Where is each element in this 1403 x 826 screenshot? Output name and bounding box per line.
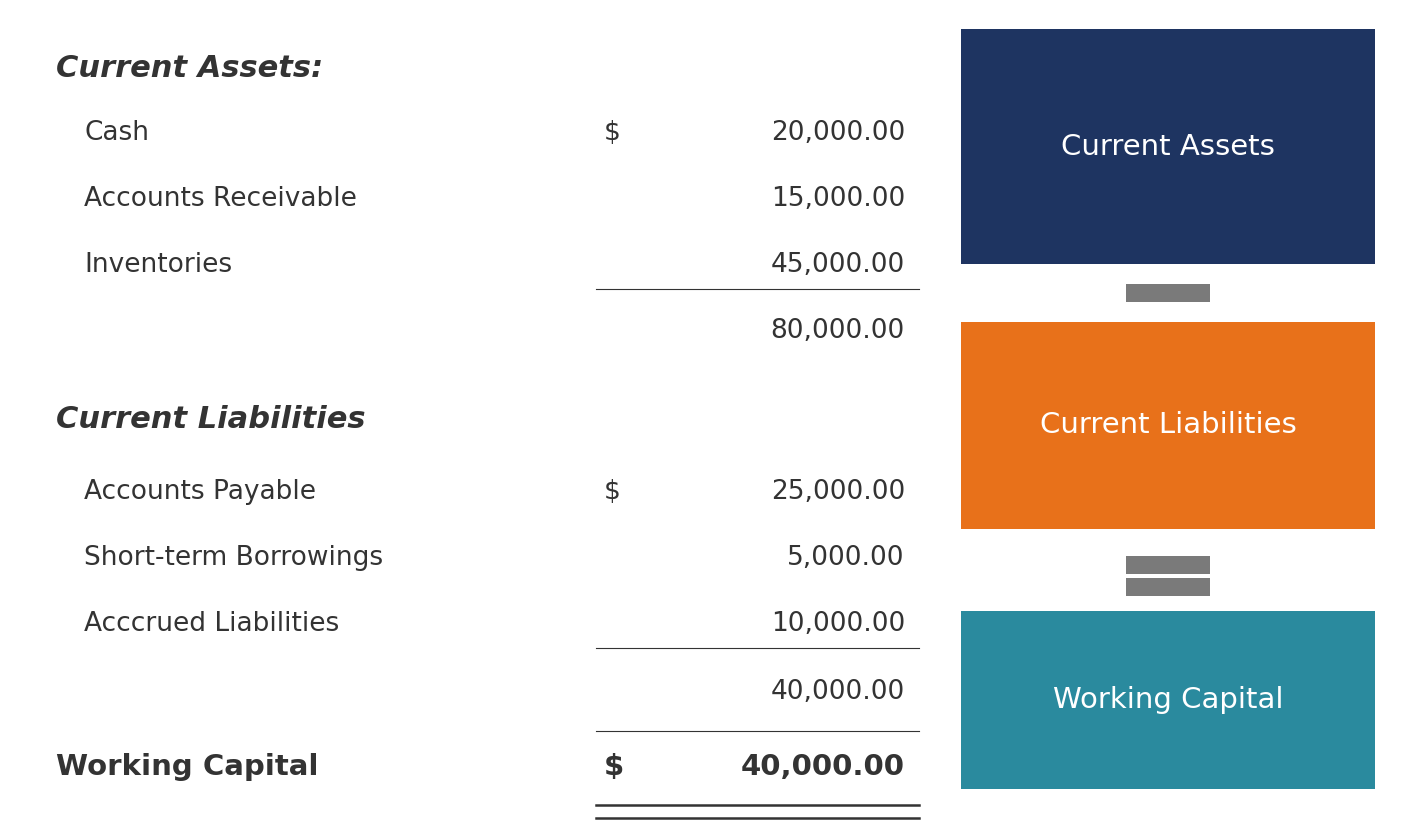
Text: 80,000.00: 80,000.00 <box>770 318 905 344</box>
Text: Working Capital: Working Capital <box>56 752 318 781</box>
Text: Current Assets:: Current Assets: <box>56 54 323 83</box>
FancyBboxPatch shape <box>1127 284 1211 302</box>
Text: 15,000.00: 15,000.00 <box>770 186 905 211</box>
Text: 40,000.00: 40,000.00 <box>770 679 905 705</box>
FancyBboxPatch shape <box>1127 578 1211 596</box>
Text: Current Liabilities: Current Liabilities <box>1040 411 1296 439</box>
FancyBboxPatch shape <box>1127 556 1211 574</box>
Text: 5,000.00: 5,000.00 <box>787 545 905 571</box>
FancyBboxPatch shape <box>961 322 1375 529</box>
Text: Current Assets: Current Assets <box>1061 133 1275 160</box>
Text: Current Liabilities: Current Liabilities <box>56 405 366 434</box>
Text: Accounts Receivable: Accounts Receivable <box>84 186 356 211</box>
Text: Short-term Borrowings: Short-term Borrowings <box>84 545 383 571</box>
Text: Cash: Cash <box>84 120 149 145</box>
Text: $: $ <box>603 479 620 505</box>
Text: $: $ <box>603 120 620 145</box>
Text: 10,000.00: 10,000.00 <box>770 611 905 637</box>
FancyBboxPatch shape <box>961 611 1375 789</box>
Text: 20,000.00: 20,000.00 <box>770 120 905 145</box>
Text: 25,000.00: 25,000.00 <box>770 479 905 505</box>
Text: Accounts Payable: Accounts Payable <box>84 479 316 505</box>
Text: Inventories: Inventories <box>84 252 233 278</box>
FancyBboxPatch shape <box>961 29 1375 264</box>
Text: Working Capital: Working Capital <box>1052 686 1284 714</box>
Text: 45,000.00: 45,000.00 <box>770 252 905 278</box>
Text: 40,000.00: 40,000.00 <box>741 752 905 781</box>
Text: Acccrued Liabilities: Acccrued Liabilities <box>84 611 340 637</box>
Text: $: $ <box>603 752 623 781</box>
